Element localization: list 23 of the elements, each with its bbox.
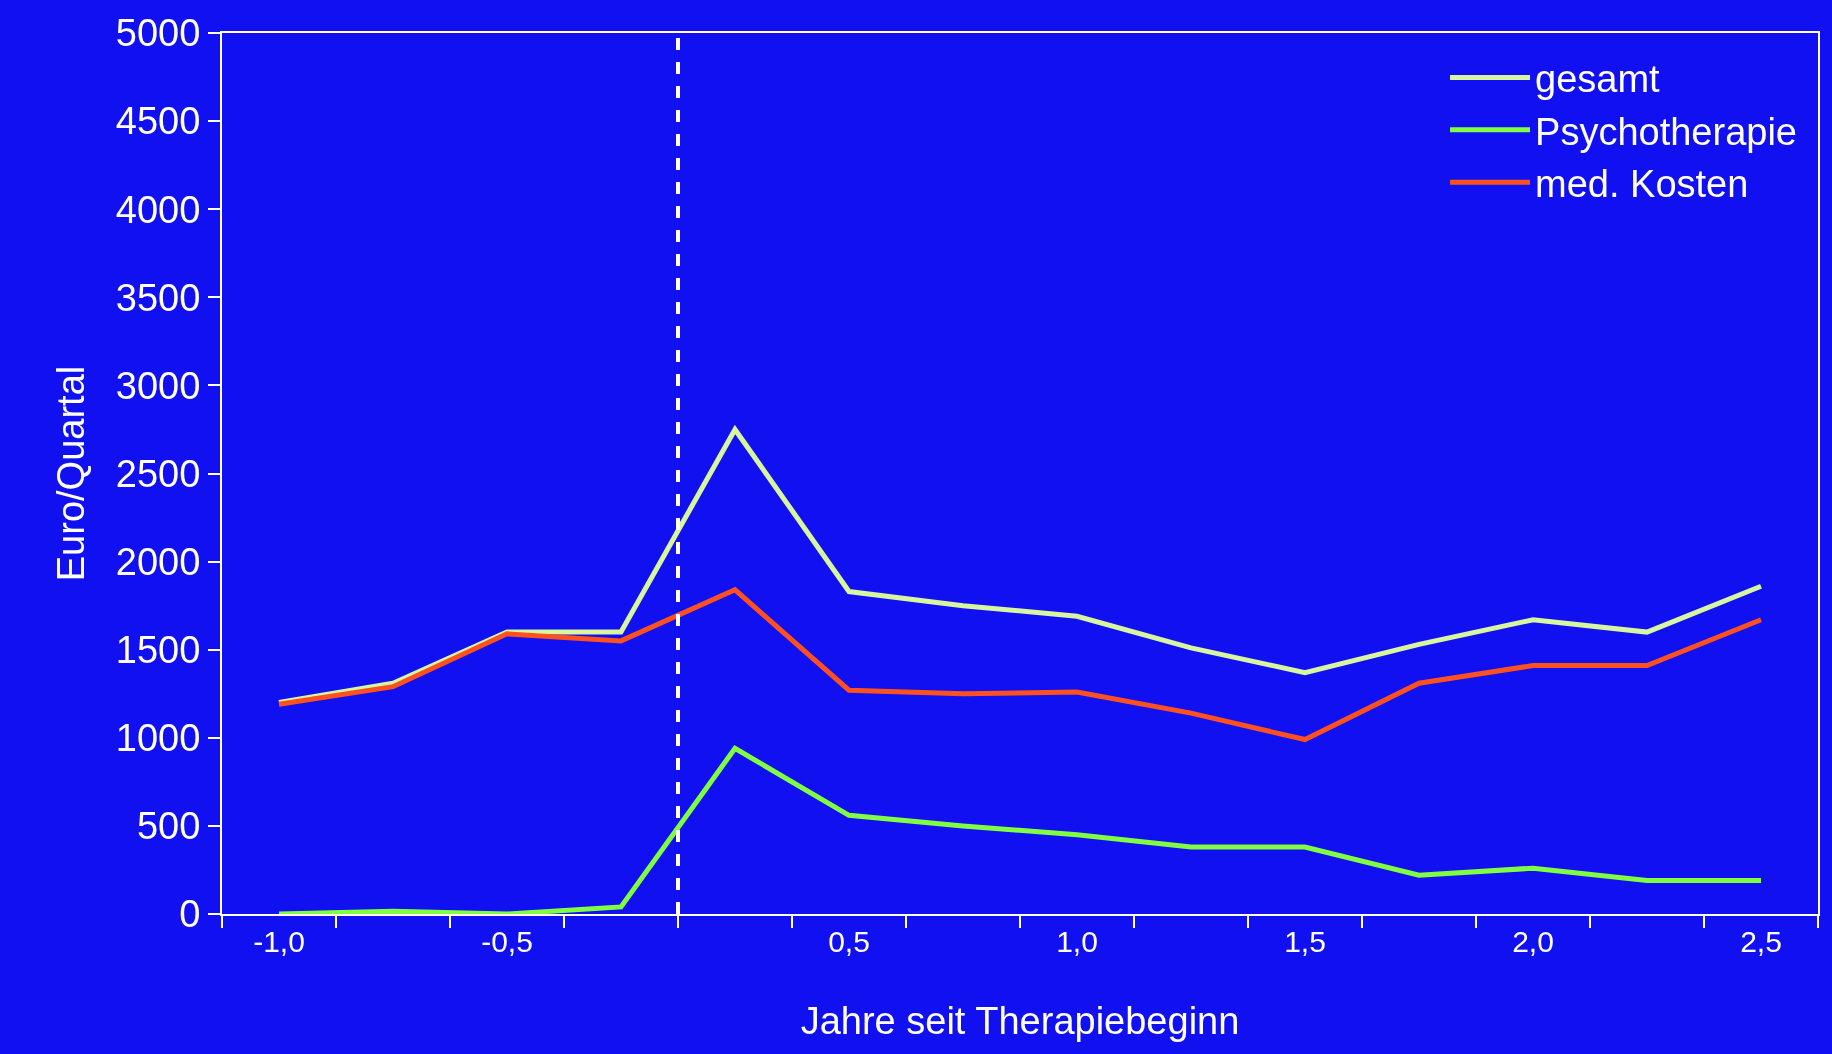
- x-tick-label: 1,0: [1056, 925, 1098, 958]
- y-tick-label: 3500: [115, 276, 201, 319]
- y-tick-label: 5000: [115, 12, 201, 55]
- x-tick-label: 2,0: [1512, 925, 1554, 958]
- x-tick-label: 1,5: [1284, 925, 1326, 958]
- y-axis-title: Euro/Quartal: [49, 365, 92, 582]
- y-tick-label: 2500: [115, 452, 201, 495]
- x-tick-label: 0,5: [828, 925, 870, 958]
- x-tick-label: 2,5: [1740, 925, 1782, 958]
- y-tick-label: 1000: [115, 717, 201, 760]
- legend-label: Psychotherapie: [1535, 110, 1797, 153]
- y-tick-label: 0: [179, 893, 201, 936]
- y-tick-label: 500: [136, 805, 201, 848]
- y-tick-label: 3000: [115, 364, 201, 407]
- x-axis-title: Jahre seit Therapiebeginn: [800, 999, 1240, 1042]
- x-tick-label: -0,5: [481, 925, 533, 958]
- legend-label: med. Kosten: [1535, 163, 1749, 206]
- x-tick-label: -1,0: [253, 925, 305, 958]
- y-tick-label: 1500: [115, 629, 201, 671]
- y-tick-label: 2000: [115, 540, 201, 583]
- legend-label: gesamt: [1535, 58, 1661, 101]
- y-tick-label: 4000: [115, 188, 201, 231]
- y-tick-label: 4500: [115, 100, 201, 143]
